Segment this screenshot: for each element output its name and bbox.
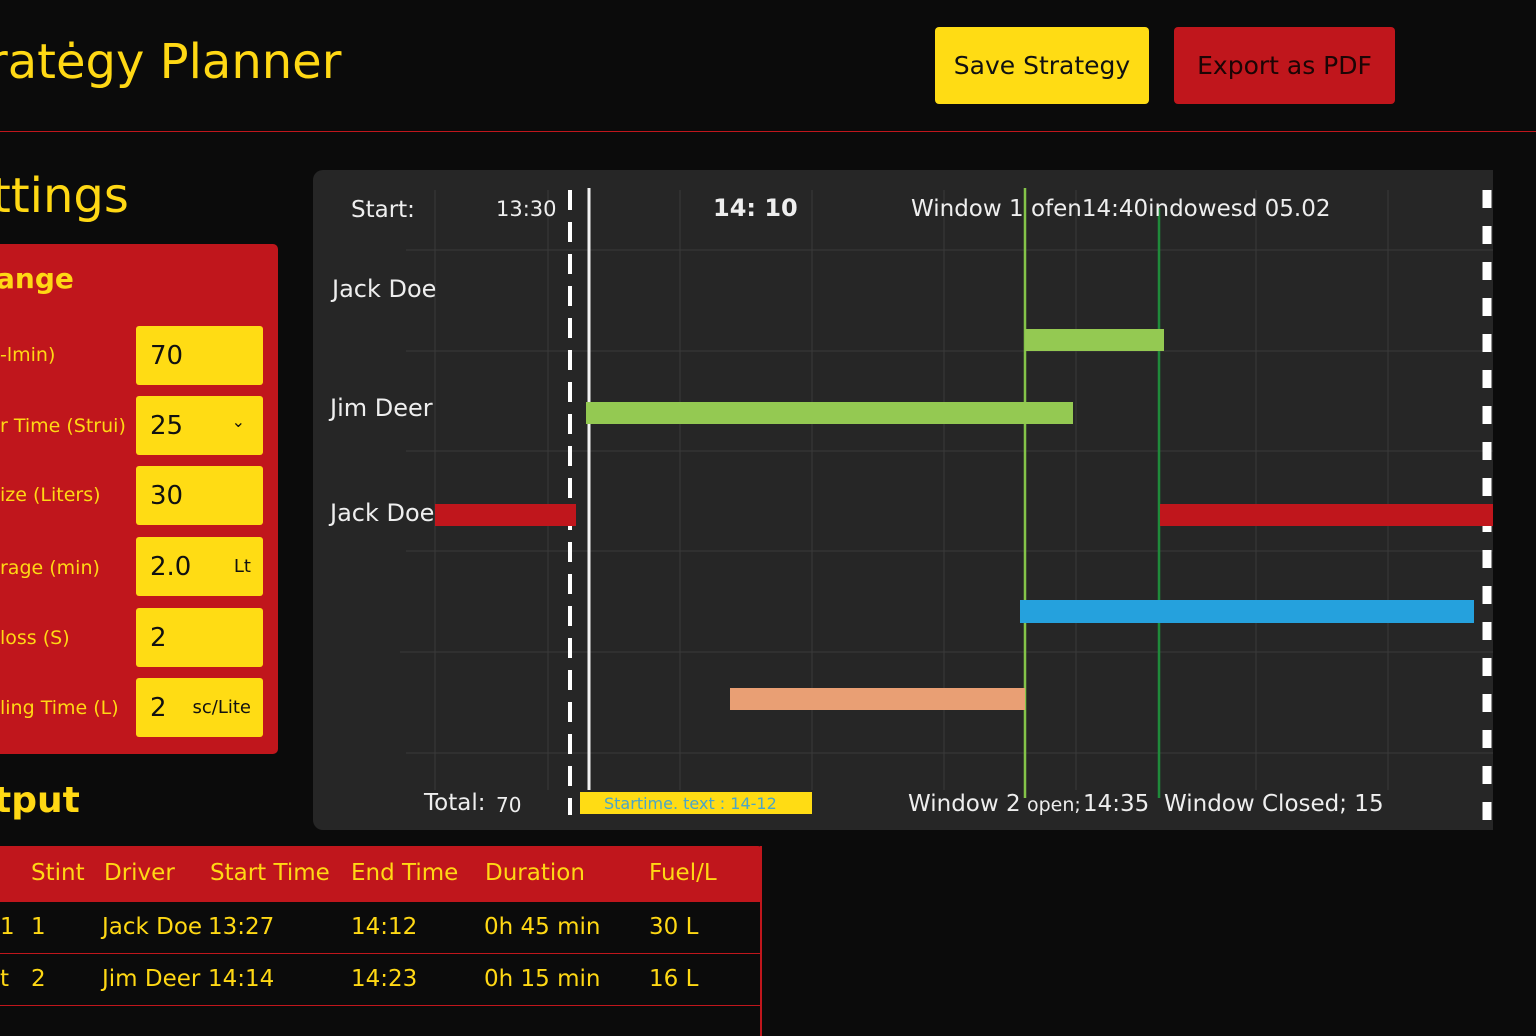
- row-label-driver: Jack Doe: [328, 499, 434, 527]
- stint-bar-orange[interactable]: [730, 688, 1025, 710]
- export-pdf-button[interactable]: Export as PDF: [1174, 27, 1395, 104]
- cell-stint: 1: [31, 914, 46, 940]
- stint-bar-green[interactable]: [586, 402, 1073, 424]
- chart-total-label: Total:: [423, 790, 485, 816]
- stint-bar-green[interactable]: [1025, 329, 1164, 351]
- chart-total-value: 70: [496, 793, 521, 817]
- setting-input-loss[interactable]: 2: [136, 608, 263, 667]
- setting-input-average[interactable]: 2.0 Lt: [136, 537, 263, 596]
- window2-time: 14:35: [1083, 791, 1149, 817]
- chart-start-label: Start:: [351, 197, 415, 223]
- row-label-driver: Jim Deer: [328, 394, 433, 422]
- cell-duration: 0h 45 min: [484, 914, 601, 940]
- setting-value: 2: [150, 692, 167, 723]
- column-header[interactable]: Start Time: [210, 860, 330, 886]
- stint-bar-red[interactable]: [435, 504, 576, 526]
- chart-window-label: Window 1 ofen14:40indowesd 05.02: [911, 196, 1330, 222]
- setting-value: 25: [150, 410, 184, 441]
- cell-end: 14:12: [351, 914, 418, 940]
- row-lead: 1: [0, 914, 15, 940]
- start-note-text: Startime. text : 14-12: [604, 794, 777, 813]
- output-table: Stint Driver Start Time End Time Duratio…: [0, 846, 762, 1036]
- setting-select-time[interactable]: 25 ⌄: [136, 396, 263, 455]
- row-label-driver: Jack Doe: [330, 275, 436, 303]
- app-title: ratėgy Planner: [0, 34, 342, 90]
- chart-start-time: 13:30: [496, 197, 557, 221]
- column-header[interactable]: Duration: [485, 860, 585, 886]
- cell-end: 14:23: [351, 966, 418, 992]
- setting-input-duration[interactable]: 70: [136, 326, 263, 385]
- cell-start: 14:14: [208, 966, 275, 992]
- setting-label-fueling-time: ling Time (L): [0, 697, 119, 719]
- stint-bar-blue[interactable]: [1020, 600, 1474, 623]
- setting-label-time: r Time (Strui): [0, 415, 126, 437]
- setting-input-tank-size[interactable]: 30: [136, 466, 263, 525]
- stint-bar-red[interactable]: [1160, 504, 1493, 526]
- setting-value: 2.0: [150, 551, 192, 582]
- setting-label-duration: -lmin): [0, 344, 56, 366]
- setting-unit: sc/Lite: [192, 697, 252, 718]
- setting-input-fueling-time[interactable]: 2 sc/Lite: [136, 678, 263, 737]
- column-header[interactable]: Stint: [31, 860, 85, 886]
- row-lead: t: [0, 966, 10, 992]
- chevron-down-icon: ⌄: [231, 412, 245, 431]
- window2-label: Window 2: [908, 791, 1021, 817]
- setting-label-loss: loss (S): [0, 627, 70, 649]
- strategy-timeline-chart: Start: 13:30 14: 10 Window 1 ofen14:40in…: [313, 170, 1493, 830]
- setting-unit: Lt: [233, 556, 251, 577]
- range-heading: ange: [0, 262, 74, 295]
- cell-driver: Jack Doe: [102, 914, 203, 940]
- window-closed-label: Window Closed; 15: [1164, 791, 1384, 817]
- window2-open: open;: [1027, 794, 1081, 816]
- table-row[interactable]: t 2 Jim Deer 14:14 14:23 0h 15 min 16 L: [0, 954, 762, 1006]
- cell-fuel: 30 L: [649, 914, 699, 940]
- column-header[interactable]: End Time: [351, 860, 459, 886]
- column-header[interactable]: Driver: [104, 860, 175, 886]
- output-heading: tput: [0, 780, 80, 821]
- column-header[interactable]: Fuel/L: [649, 860, 717, 886]
- timeline-svg: Start: 13:30 14: 10 Window 1 ofen14:40in…: [328, 188, 1493, 830]
- setting-label-tank-size: ize (Liters): [0, 484, 101, 506]
- header-divider: [0, 131, 1536, 132]
- start-note-highlight: [580, 792, 812, 814]
- chart-mid-time: 14: 10: [713, 194, 798, 222]
- cell-stint: 2: [31, 966, 46, 992]
- table-header: Stint Driver Start Time End Time Duratio…: [0, 846, 762, 902]
- save-strategy-button[interactable]: Save Strategy: [935, 27, 1149, 104]
- setting-value: 30: [150, 480, 184, 511]
- setting-value: 2: [150, 622, 167, 653]
- setting-value: 70: [150, 340, 184, 371]
- table-border: [760, 846, 762, 1036]
- table-row[interactable]: 1 1 Jack Doe 13:27 14:12 0h 45 min 30 L: [0, 902, 762, 954]
- cell-fuel: 16 L: [649, 966, 699, 992]
- cell-driver: Jim Deer: [102, 966, 201, 992]
- settings-heading: ttings: [0, 168, 129, 224]
- setting-label-average: rage (min): [0, 557, 100, 579]
- cell-duration: 0h 15 min: [484, 966, 601, 992]
- cell-start: 13:27: [208, 914, 275, 940]
